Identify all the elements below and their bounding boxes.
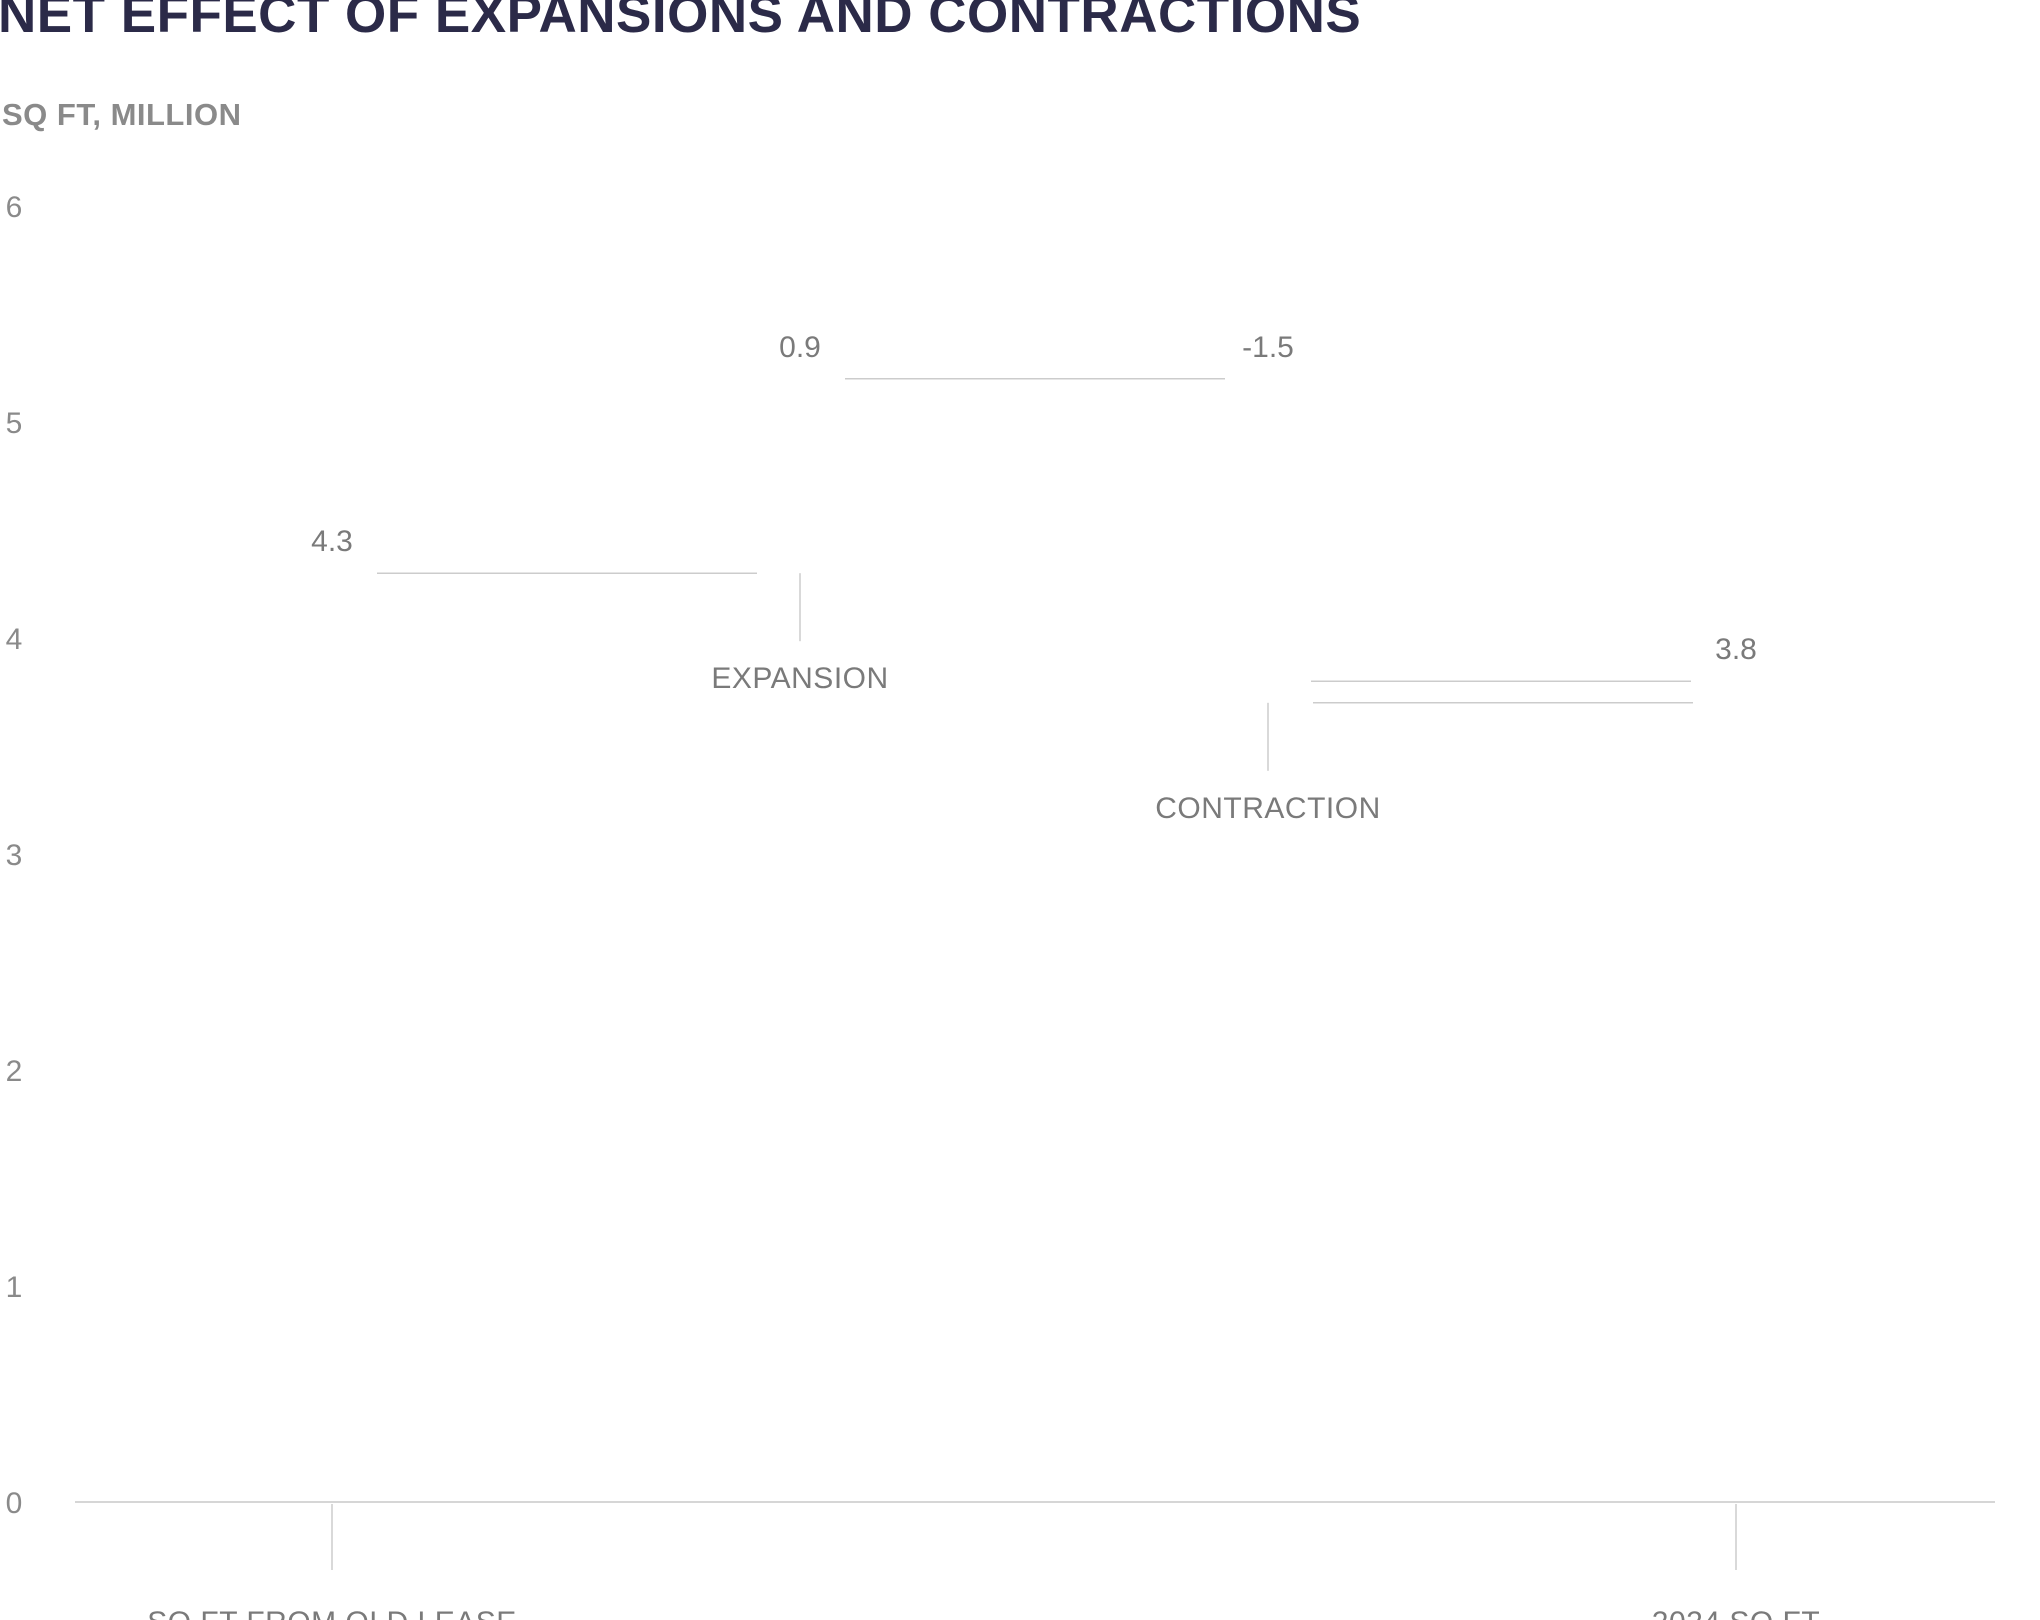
data-label: 4.3 — [311, 525, 353, 558]
data-label: 0.9 — [779, 331, 821, 364]
category-label: CONTRACTION — [1155, 792, 1381, 825]
chart-title: NET EFFECT OF EXPANSIONS AND CONTRACTION… — [0, 0, 1362, 44]
category-label: SQ FT FROM OLD LEASE — [147, 1606, 517, 1620]
chart-marks: 4.3 0.9 -1.5 3.8 — [142, 331, 1926, 1502]
y-tick-label: 2 — [6, 1055, 23, 1088]
category-label: 2024 SQ FT — [1652, 1606, 1820, 1620]
data-label: -1.5 — [1242, 331, 1294, 364]
category-labels: SQ FT FROM OLD LEASE EXPANSION CONTRACTION… — [147, 573, 1820, 1620]
data-label: 3.8 — [1715, 633, 1757, 666]
category-label: EXPANSION — [711, 662, 888, 695]
bar-3 — [1546, 681, 1926, 1502]
bar-0 — [142, 573, 522, 1502]
y-tick-label: 3 — [6, 839, 23, 872]
y-tick-label: 5 — [6, 407, 23, 440]
y-tick-label: 4 — [6, 623, 23, 656]
y-tick-label: 6 — [6, 191, 23, 224]
y-tick-label: 1 — [6, 1271, 23, 1304]
bar-2 — [1078, 379, 1458, 703]
y-axis-label: SQ FT, MILLION — [2, 97, 242, 132]
y-tick-label: 0 — [6, 1487, 23, 1520]
bar-1 — [610, 379, 990, 573]
y-axis-ticks: 0 1 2 3 4 5 6 — [6, 191, 23, 1520]
